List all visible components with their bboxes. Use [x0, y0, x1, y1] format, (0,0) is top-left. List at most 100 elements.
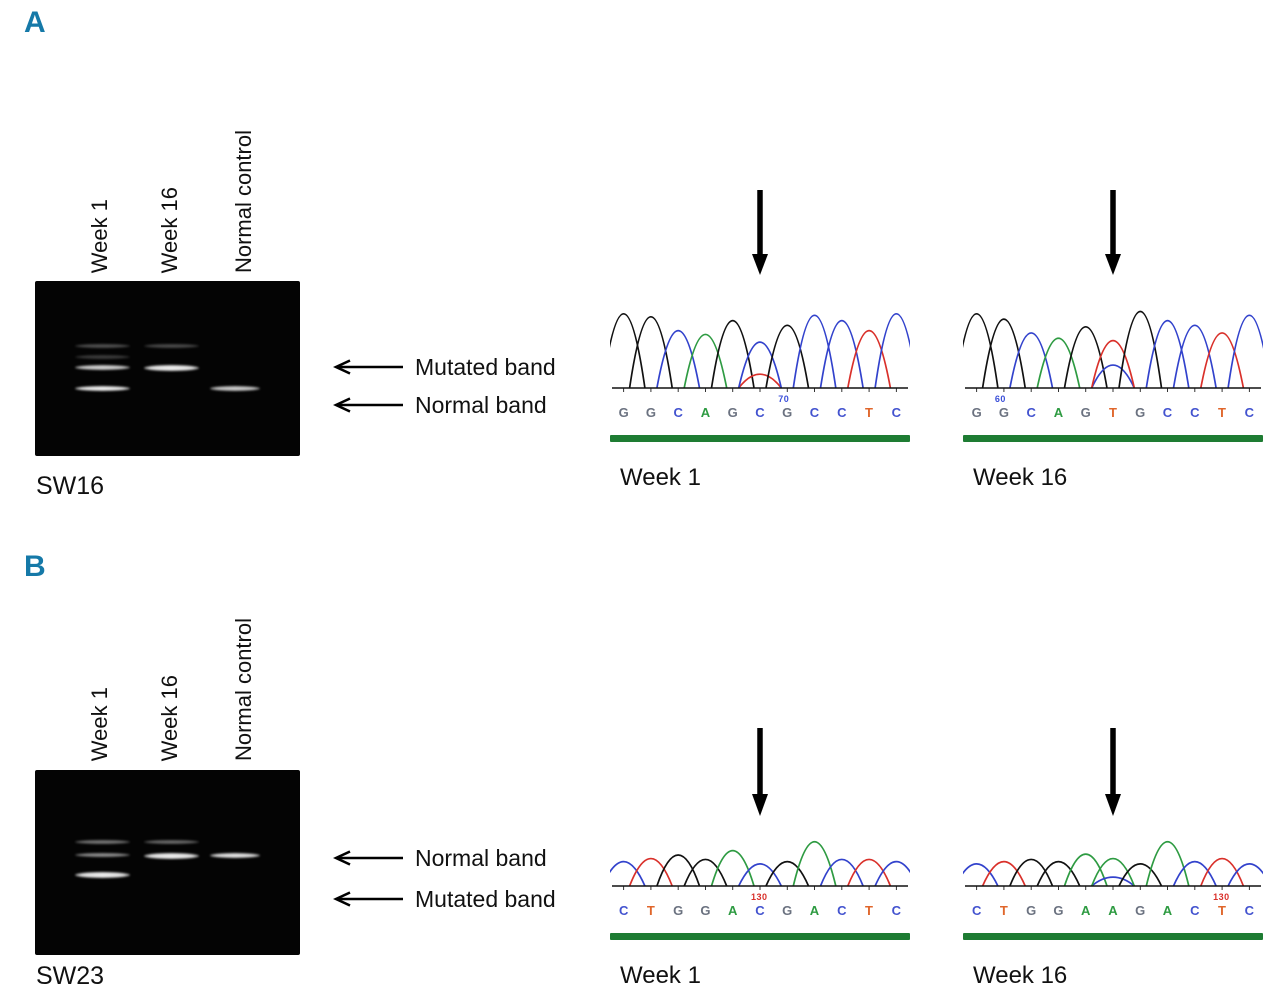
- base-letter: T: [1108, 405, 1117, 420]
- gel-band: [74, 344, 131, 348]
- chromatogram-label: Week 16: [973, 464, 1068, 491]
- base-letter: G: [645, 405, 656, 420]
- sequence-trace: [954, 275, 1272, 393]
- sequence-letters: G G C A G C G C C T C 70: [610, 393, 910, 429]
- chromatogram-b-week1: C T G G A C G A C T C 130 Week 1: [601, 728, 919, 990]
- base-letter: C: [755, 903, 765, 918]
- base-letter: A: [1081, 903, 1091, 918]
- gel-image-b: [35, 770, 300, 955]
- panel-a-label: A: [24, 6, 46, 39]
- base-letter: A: [700, 405, 711, 420]
- gel-band: [74, 871, 131, 878]
- position-number: 70: [778, 394, 790, 404]
- base-letter: C: [618, 903, 629, 918]
- left-arrow-icon: [333, 359, 403, 375]
- base-letter: G: [782, 405, 793, 420]
- sequence-underline: [963, 435, 1263, 442]
- down-arrow-icon: [1103, 728, 1123, 821]
- down-arrow-icon: [750, 190, 770, 280]
- base-letter: C: [809, 405, 820, 420]
- band-annotation-normal-a: Normal band: [333, 390, 547, 420]
- base-letter: C: [837, 405, 847, 420]
- base-letter: C: [1026, 405, 1036, 420]
- gel-band: [74, 365, 131, 370]
- sequence-trace: [601, 275, 919, 393]
- panel-b-label: B: [24, 550, 46, 583]
- base-letter: C: [673, 405, 683, 420]
- base-letter: G: [1026, 903, 1037, 918]
- base-letter: A: [1108, 903, 1118, 918]
- lane-label-week1: Week 1: [87, 198, 112, 273]
- gel-band: [209, 386, 261, 391]
- gel-a-sample-label: SW16: [36, 472, 105, 500]
- base-letter: G: [1135, 903, 1146, 918]
- gel-band: [143, 344, 200, 348]
- position-number: 130: [751, 892, 768, 902]
- lane-label-normal-control: Normal control: [231, 617, 256, 761]
- base-letter: T: [1218, 405, 1226, 420]
- gel-band: [143, 853, 200, 860]
- base-letter: C: [1190, 903, 1200, 918]
- gel-band: [74, 354, 131, 359]
- sequence-trace: [601, 816, 919, 891]
- base-letter: G: [618, 405, 629, 420]
- gel-b-sample-label: SW23: [36, 962, 105, 990]
- sequence-trace: [954, 816, 1272, 891]
- sequence-underline: [610, 435, 910, 442]
- lane-label-week1: Week 1: [87, 686, 112, 761]
- base-letter: G: [782, 903, 793, 918]
- gel-image-a: [35, 281, 300, 456]
- base-letter: G: [1080, 405, 1091, 420]
- base-letter: G: [700, 903, 711, 918]
- base-letter: G: [998, 405, 1009, 420]
- base-letter: C: [891, 405, 901, 420]
- left-arrow-icon: [333, 891, 403, 907]
- gel-b-lane-labels: Week 1 Week 16 Normal control: [35, 543, 300, 761]
- base-letter: G: [1135, 405, 1146, 420]
- left-arrow-icon: [333, 397, 403, 413]
- chromatogram-a-week16: G G C A G T G C C T C 60 Week 16: [954, 190, 1272, 492]
- base-letter: A: [1053, 405, 1064, 420]
- base-letter: T: [865, 903, 873, 918]
- chromatogram-b-week16: C T G G A A G A C T C 130 Week 16: [954, 728, 1272, 990]
- base-letter: C: [755, 405, 765, 420]
- sequence-letters: C T G G A A G A C T C 130: [963, 891, 1263, 927]
- gel-band: [74, 386, 131, 391]
- base-letter: A: [728, 903, 738, 918]
- lane-label-normal-control: Normal control: [231, 129, 256, 273]
- base-letter: C: [1162, 405, 1173, 420]
- base-letter: C: [971, 903, 982, 918]
- chromatogram-label: Week 16: [973, 962, 1068, 989]
- mutation-arrow-area: [610, 190, 910, 275]
- gel-a-lane-labels: Week 1 Week 16 Normal control: [35, 55, 300, 273]
- base-letter: T: [1218, 903, 1226, 918]
- band-annotation-mutated-a: Mutated band: [333, 352, 556, 382]
- mutation-arrow-area: [963, 190, 1263, 275]
- mutation-arrow-area: [963, 728, 1263, 816]
- base-letter: G: [971, 405, 982, 420]
- chromatogram-a-week1: G G C A G C G C C T C 70 Week 1: [601, 190, 919, 492]
- gel-band: [74, 853, 131, 858]
- base-letter: T: [865, 405, 873, 420]
- base-letter: G: [1053, 903, 1064, 918]
- base-letter: C: [1244, 405, 1254, 420]
- gel-band: [143, 840, 200, 845]
- chromatogram-label: Week 1: [620, 962, 701, 989]
- band-annotation-normal-b: Normal band: [333, 843, 547, 873]
- down-arrow-icon: [1103, 190, 1123, 280]
- base-letter: G: [673, 903, 684, 918]
- base-letter: C: [1244, 903, 1254, 918]
- base-letter: T: [999, 903, 1008, 918]
- base-letter: A: [1162, 903, 1173, 918]
- base-letter: T: [646, 903, 655, 918]
- band-annotation-label: Mutated band: [415, 885, 556, 912]
- sequence-letters: G G C A G T G C C T C 60: [963, 393, 1263, 429]
- band-annotation-label: Mutated band: [415, 353, 556, 380]
- base-letter: G: [727, 405, 738, 420]
- band-annotation-mutated-b: Mutated band: [333, 884, 556, 914]
- sequence-underline: [963, 933, 1263, 940]
- base-letter: A: [809, 903, 820, 918]
- band-annotation-label: Normal band: [415, 391, 547, 418]
- chromatogram-label: Week 1: [620, 464, 701, 491]
